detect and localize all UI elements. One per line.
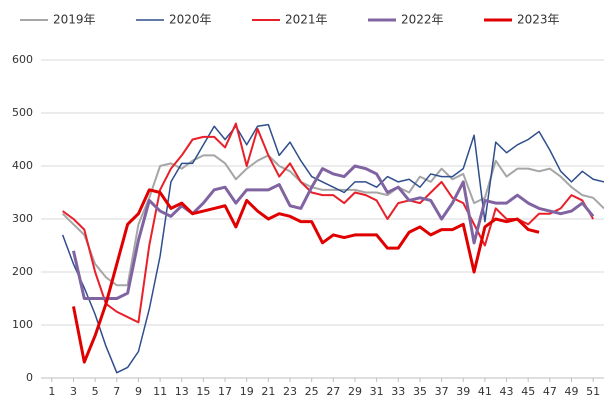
series-line: [72, 188, 540, 364]
x-tick-label: 13: [175, 385, 189, 398]
x-tick-label: 51: [586, 385, 600, 398]
y-tick-label: 300: [12, 212, 33, 225]
series-line: [62, 122, 595, 324]
x-tick-label: 9: [135, 385, 142, 398]
x-tick-label: 49: [565, 385, 579, 398]
x-tick-label: 37: [435, 385, 449, 398]
y-tick-label: 400: [12, 159, 33, 172]
legend-label: 2022年: [401, 13, 444, 27]
x-tick-label: 33: [391, 385, 405, 398]
series-line: [61, 123, 604, 374]
x-tick-label: 29: [348, 385, 362, 398]
x-tick-label: 21: [261, 385, 275, 398]
series-line: [61, 154, 604, 287]
x-tick-label: 31: [370, 385, 384, 398]
x-tick-label: 3: [70, 385, 77, 398]
x-tick-label: 27: [326, 385, 340, 398]
x-tick-label: 41: [478, 385, 492, 398]
x-tick-label: 17: [218, 385, 232, 398]
series-line: [72, 164, 595, 300]
y-tick-label: 100: [12, 318, 33, 331]
x-tick-label: 11: [153, 385, 167, 398]
y-tick-label: 500: [12, 106, 33, 119]
x-tick-label: 23: [283, 385, 297, 398]
x-tick-label: 7: [113, 385, 120, 398]
x-tick-label: 15: [196, 385, 210, 398]
x-tick-label: 43: [500, 385, 514, 398]
x-tick-label: 25: [305, 385, 319, 398]
x-tick-label: 19: [240, 385, 254, 398]
x-tick-label: 5: [92, 385, 99, 398]
legend-label: 2020年: [169, 13, 212, 27]
x-tick-label: 45: [521, 385, 535, 398]
legend-label: 2019年: [53, 13, 96, 27]
legend-label: 2023年: [517, 13, 560, 27]
x-tick-label: 47: [543, 385, 557, 398]
legend-label: 2021年: [285, 13, 328, 27]
x-tick-label: 1: [48, 385, 55, 398]
y-tick-label: 0: [26, 371, 33, 384]
y-tick-label: 600: [12, 53, 33, 66]
x-tick-label: 35: [413, 385, 427, 398]
y-tick-label: 200: [12, 265, 33, 278]
x-tick-label: 39: [456, 385, 470, 398]
